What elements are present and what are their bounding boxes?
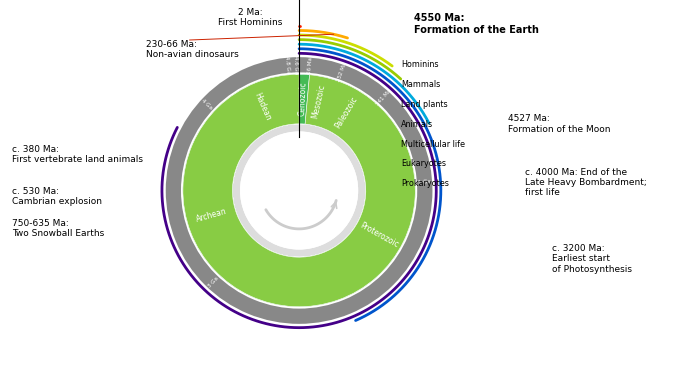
Text: c. 380 Ma:
First vertebrate land animals: c. 380 Ma: First vertebrate land animals [12,145,143,164]
Text: 1 Ga: 1 Ga [418,179,431,185]
Text: Hadean: Hadean [253,91,273,122]
Text: Mesozoic: Mesozoic [311,83,327,119]
Wedge shape [183,74,416,307]
Text: 4550 Ma:
Formation of the Earth: 4550 Ma: Formation of the Earth [414,13,539,35]
Text: 4.8 Ga: 4.8 Ga [283,56,290,75]
Text: Cenozoic: Cenozoic [298,82,308,117]
Text: Archean: Archean [195,207,228,224]
Circle shape [240,131,358,250]
Text: Multicellular life: Multicellular life [401,139,465,149]
Text: Animals: Animals [401,120,433,129]
Text: Prokaryotes: Prokaryotes [401,179,449,188]
Text: 750-635 Ma:
Two Snowball Earths: 750-635 Ma: Two Snowball Earths [12,219,104,239]
Text: Eukaryotes: Eukaryotes [401,159,446,168]
Text: 4.6 Ga: 4.6 Ga [293,56,298,74]
Wedge shape [183,74,416,307]
Wedge shape [183,74,416,307]
Text: 3 Ga: 3 Ga [207,276,220,289]
Text: 4 Ga: 4 Ga [201,98,214,111]
Text: 541 Ma: 541 Ma [375,88,393,107]
Text: 2 Ma:
First Hominins: 2 Ma: First Hominins [218,8,282,27]
Text: 230-66 Ma:
Non-avian dinosaurs: 230-66 Ma: Non-avian dinosaurs [146,40,239,59]
Text: 66 Ma: 66 Ma [307,57,314,74]
Wedge shape [233,124,365,257]
Text: Land plants: Land plants [401,100,447,109]
Text: Proterozoic: Proterozoic [358,221,400,249]
Text: c. 4000 Ma: End of the
Late Heavy Bombardment;
first life: c. 4000 Ma: End of the Late Heavy Bombar… [525,168,647,197]
Text: c. 530 Ma:
Cambrian explosion: c. 530 Ma: Cambrian explosion [12,187,102,206]
Text: 252 Ma: 252 Ma [336,62,347,83]
Wedge shape [183,74,378,303]
Text: c. 3200 Ma:
Earliest start
of Photosynthesis: c. 3200 Ma: Earliest start of Photosynth… [552,244,632,274]
Text: Mammals: Mammals [401,80,440,89]
Text: 4527 Ma:
Formation of the Moon: 4527 Ma: Formation of the Moon [508,114,611,134]
Wedge shape [214,74,416,307]
Text: Hominins: Hominins [401,60,439,69]
Wedge shape [183,74,416,307]
Wedge shape [165,57,433,324]
Text: Paleozoic: Paleozoic [333,94,359,130]
